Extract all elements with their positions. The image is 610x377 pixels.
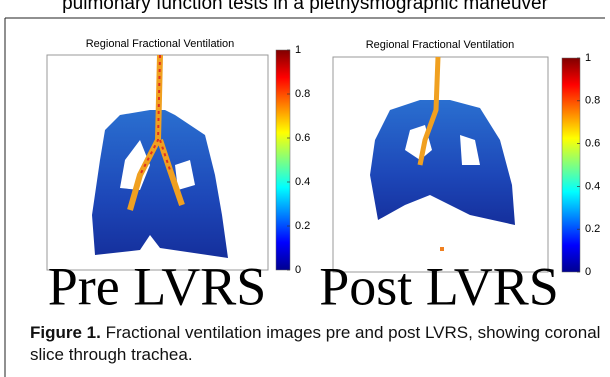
panel-title: Regional Fractional Ventilation (86, 38, 235, 50)
page: pulmonary function tests in a plethysmog… (0, 0, 610, 377)
caption-text: Fractional ventilation images pre and po… (30, 323, 600, 364)
caption: Figure 1. Fractional ventilation images … (30, 322, 610, 366)
colorbar-tick-label: 0 (295, 264, 301, 276)
colorbar (562, 58, 580, 272)
colorbar-tick-label: 0.6 (585, 138, 600, 150)
panel-title: Regional Fractional Ventilation (366, 39, 515, 51)
caption-label: Figure 1. (30, 323, 101, 342)
colorbar-tick-label: 0.8 (295, 88, 310, 100)
colorbar-tick-label: 1 (585, 52, 591, 64)
panel-label: Post LVRS (319, 256, 559, 316)
colorbar-tick-label: 0.4 (295, 176, 310, 188)
colorbar-tick-label: 0.4 (585, 180, 600, 192)
figure: pulmonary function tests in a plethysmog… (0, 0, 610, 377)
colorbar-tick-label: 0.6 (295, 132, 310, 144)
voxel (440, 247, 444, 251)
top-text: pulmonary function tests in a plethysmog… (62, 0, 548, 14)
colorbar-tick-label: 0.2 (295, 220, 310, 232)
colorbar-tick-label: 0.8 (585, 95, 600, 107)
colorbar-tick-label: 0 (585, 266, 591, 278)
colorbar-tick-label: 0.2 (585, 223, 600, 235)
colorbar-tick-label: 1 (295, 44, 301, 56)
panel-label: Pre LVRS (48, 256, 267, 316)
colorbar (276, 50, 290, 270)
